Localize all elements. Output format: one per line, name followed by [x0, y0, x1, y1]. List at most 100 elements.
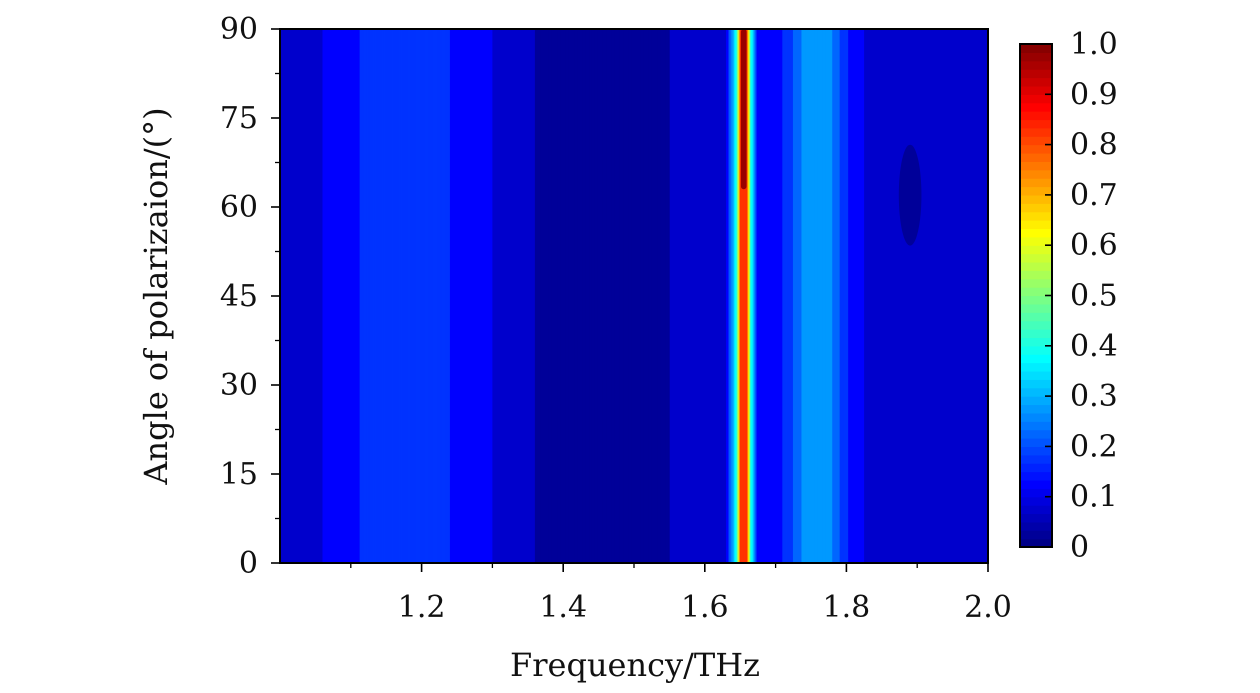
colorbar-segment: [1020, 136, 1052, 146]
heatmap-cell: [636, 29, 639, 563]
colorbar-segment: [1020, 119, 1052, 129]
heatmap-cell: [667, 29, 670, 563]
heatmap-cell: [445, 29, 448, 563]
heatmap-cell: [745, 29, 747, 563]
heatmap-cell: [905, 29, 908, 563]
heatmap-cell: [744, 29, 746, 563]
heatmap-cell: [864, 29, 866, 563]
heatmap-cell: [608, 29, 610, 563]
heatmap-cell: [825, 29, 828, 563]
heatmap-cell: [286, 29, 289, 563]
heatmap-cell: [357, 29, 360, 563]
heatmap-cell: [321, 29, 324, 563]
heatmap-peak-region: [740, 29, 747, 190]
heatmap-cell: [545, 29, 548, 563]
colorbar-tick-label: 0.6: [1070, 228, 1118, 263]
heatmap-cell: [593, 29, 595, 563]
heatmap-cell: [356, 29, 359, 563]
heatmap-cell: [435, 29, 437, 563]
colorbar-segment: [1020, 44, 1052, 53]
heatmap-cell: [617, 29, 620, 563]
heatmap-cell: [682, 29, 685, 563]
heatmap-cell: [737, 29, 740, 563]
heatmap-cell: [927, 29, 930, 563]
heatmap-cell: [771, 29, 774, 563]
heatmap-cell: [302, 29, 304, 563]
heatmap-cell: [404, 29, 406, 563]
heatmap-cell: [876, 29, 879, 563]
heatmap-cell: [579, 29, 582, 563]
heatmap-cell: [534, 29, 537, 563]
heatmap-cell: [335, 29, 337, 563]
heatmap-cell: [330, 29, 333, 563]
heatmap-cell: [389, 29, 392, 563]
heatmap-cell: [550, 29, 553, 563]
heatmap-cell: [705, 29, 708, 563]
heatmap-cell: [292, 29, 295, 563]
heatmap-cell: [729, 29, 731, 563]
heatmap-cell: [952, 29, 954, 563]
colorbar-segment: [1020, 421, 1052, 431]
heatmap-cell: [504, 29, 506, 563]
heatmap-cell: [658, 29, 660, 563]
heatmap-cell: [917, 29, 919, 563]
heatmap-cell: [406, 29, 409, 563]
heatmap-cell: [685, 29, 688, 563]
heatmap-cell: [823, 29, 826, 563]
heatmap-cell: [367, 29, 369, 563]
heatmap-cell: [659, 29, 661, 563]
heatmap-cell: [567, 29, 570, 563]
heatmap-cell: [521, 29, 523, 563]
heatmap-cell: [346, 29, 349, 563]
heatmap-cell: [863, 29, 865, 563]
colorbar-segment: [1020, 52, 1052, 62]
heatmap-cell: [467, 29, 470, 563]
heatmap-cell: [380, 29, 383, 563]
heatmap-cell: [849, 29, 851, 563]
heatmap-cell: [710, 29, 712, 563]
colorbar-segment: [1020, 488, 1052, 498]
heatmap-cell: [974, 29, 977, 563]
heatmap-cell: [555, 29, 557, 563]
heatmap-cell: [282, 29, 284, 563]
heatmap-cell: [407, 29, 410, 563]
heatmap-cell: [773, 29, 776, 563]
ticks: 1.2 1.4 1.6 1.8 2.0 0 15 30 45 60 75 90: [220, 12, 1012, 625]
heatmap-cell: [780, 29, 782, 563]
heatmap-cell: [425, 29, 428, 563]
heatmap-cell: [932, 29, 934, 563]
colorbar-segment: [1020, 236, 1052, 246]
heatmap-cell: [284, 29, 286, 563]
heatmap-cell: [833, 29, 835, 563]
heatmap-cell: [721, 29, 724, 563]
heatmap-cell: [727, 29, 729, 563]
heatmap-cell: [524, 29, 526, 563]
heatmap-cell: [942, 29, 945, 563]
heatmap-cell: [915, 29, 917, 563]
heatmap-cell: [657, 29, 659, 563]
heatmap-cell: [583, 29, 586, 563]
heatmap-cell: [422, 29, 424, 563]
heatmap-cell: [577, 29, 580, 563]
heatmap-cell: [906, 29, 909, 563]
heatmap-cell: [400, 29, 402, 563]
heatmap-cell: [687, 29, 690, 563]
heatmap-cell: [754, 29, 757, 563]
heatmap-cell: [338, 29, 341, 563]
colorbar-tick-label: 0.9: [1070, 77, 1118, 112]
heatmap-cell: [381, 29, 384, 563]
heatmap-cell: [798, 29, 800, 563]
heatmap-cell: [546, 29, 549, 563]
heatmap-cell: [386, 29, 388, 563]
heatmap-cell: [760, 29, 762, 563]
heatmap-cell: [317, 29, 319, 563]
heatmap-cell: [483, 29, 486, 563]
heatmap-cell: [405, 29, 407, 563]
colorbar-segment: [1020, 345, 1052, 355]
heatmap-cell: [925, 29, 928, 563]
y-tick-label: 60: [220, 190, 258, 225]
colorbar: 0 0.1 0.2 0.3 0.4 0.5 0.6 0.7 0.8 0.9 1.0: [1019, 27, 1118, 565]
heatmap-cell: [530, 29, 533, 563]
heatmap-cell: [964, 29, 967, 563]
heatmap-cell: [327, 29, 330, 563]
